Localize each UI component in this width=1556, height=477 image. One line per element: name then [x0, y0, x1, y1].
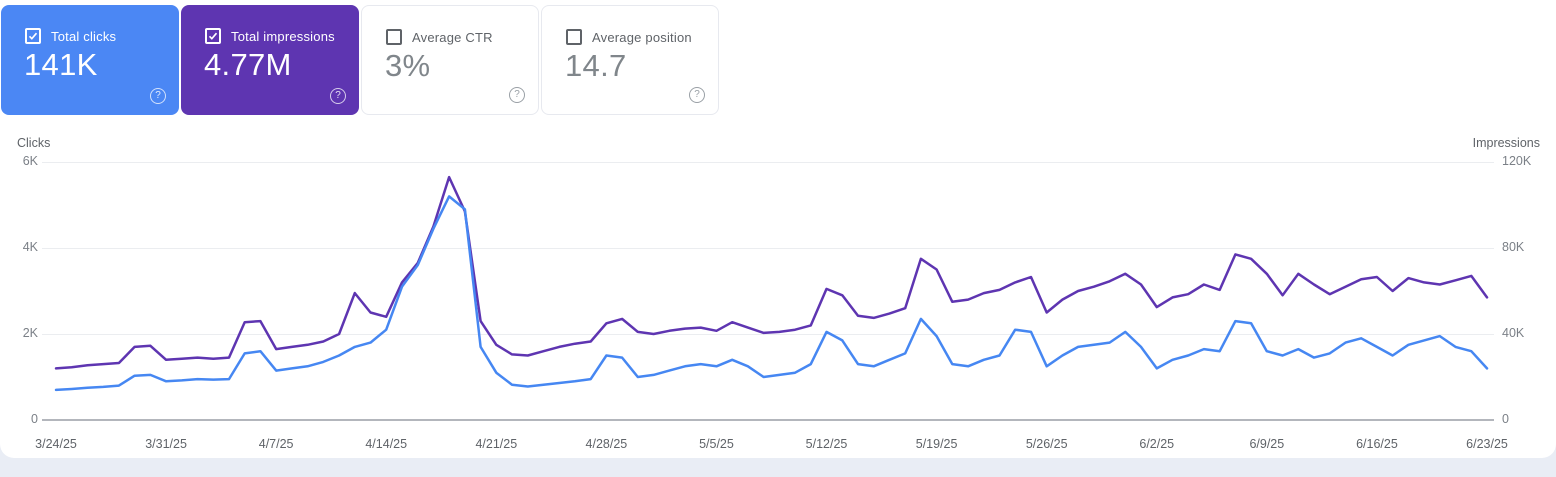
date-tick-label: 6/23/25	[1466, 437, 1508, 451]
date-tick-label: 6/2/25	[1139, 437, 1175, 451]
date-tick-label: 5/19/25	[915, 437, 958, 451]
checkbox-checked-icon[interactable]	[205, 28, 221, 44]
help-icon[interactable]: ?	[689, 87, 705, 103]
impressions-tick-label: 80K	[1502, 240, 1525, 254]
date-tick-label: 3/31/25	[145, 437, 187, 451]
card-value: 3%	[385, 48, 431, 83]
card-value: 141K	[24, 47, 98, 82]
date-tick-label: 5/5/25	[699, 437, 734, 451]
date-tick-label: 4/28/25	[585, 437, 628, 451]
right-axis-title: Impressions	[1472, 136, 1540, 150]
card-value: 14.7	[565, 48, 627, 83]
card-head: Total impressions	[205, 28, 335, 44]
checkbox-unchecked-icon[interactable]	[566, 29, 582, 45]
card-total-clicks[interactable]: Total clicks 141K ?	[1, 5, 179, 115]
impressions-line	[54, 175, 1489, 370]
card-head: Average CTR	[386, 29, 493, 45]
clicks-line	[54, 195, 1489, 392]
performance-panel: Total clicks 141K ? Total impressions 4.…	[0, 0, 1556, 458]
card-average-position[interactable]: Average position 14.7 ?	[541, 5, 719, 115]
card-head: Total clicks	[25, 28, 116, 44]
card-label: Average CTR	[412, 29, 493, 45]
clicks-tick-label: 4K	[22, 240, 38, 254]
date-tick-label: 5/12/25	[805, 437, 848, 451]
card-value: 4.77M	[204, 47, 292, 82]
card-total-impressions[interactable]: Total impressions 4.77M ?	[181, 5, 359, 115]
card-label: Total impressions	[231, 28, 335, 44]
impressions-tick-label: 120K	[1502, 154, 1532, 168]
left-axis-title: Clicks	[17, 136, 51, 150]
help-icon[interactable]: ?	[150, 88, 166, 104]
date-tick-label: 6/16/25	[1356, 437, 1398, 451]
card-average-ctr[interactable]: Average CTR 3% ?	[361, 5, 539, 115]
gridline	[42, 162, 1494, 163]
clicks-tick-label: 2K	[22, 326, 38, 340]
impressions-tick-label: 0	[1502, 412, 1509, 426]
gridline	[42, 248, 1494, 249]
date-tick-label: 4/14/25	[365, 437, 408, 451]
date-tick-label: 5/26/25	[1025, 437, 1068, 451]
clicks-tick-label: 6K	[22, 154, 38, 168]
x-axis-line	[42, 419, 1494, 421]
card-label: Average position	[592, 29, 692, 45]
checkbox-checked-icon[interactable]	[25, 28, 41, 44]
date-tick-label: 4/7/25	[258, 437, 294, 451]
help-icon[interactable]: ?	[330, 88, 346, 104]
gridline	[42, 334, 1494, 335]
help-icon[interactable]: ?	[509, 87, 525, 103]
checkbox-unchecked-icon[interactable]	[386, 29, 402, 45]
date-tick-label: 4/21/25	[475, 437, 518, 451]
card-head: Average position	[566, 29, 692, 45]
date-tick-label: 3/24/25	[35, 437, 77, 451]
card-label: Total clicks	[51, 28, 117, 44]
clicks-tick-label: 0	[31, 412, 38, 426]
impressions-tick-label: 40K	[1502, 326, 1525, 340]
date-tick-label: 6/9/25	[1249, 437, 1285, 451]
